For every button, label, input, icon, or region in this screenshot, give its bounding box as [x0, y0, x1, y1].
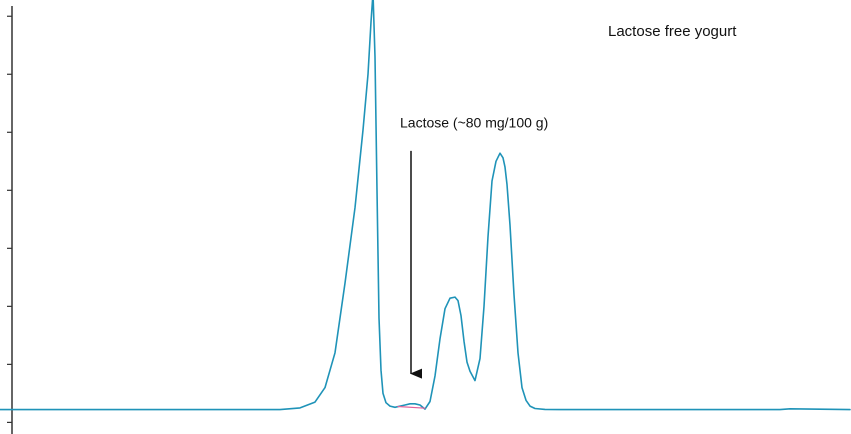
chromatogram-trace [0, 0, 851, 411]
sample-label: Lactose free yogurt [608, 23, 737, 40]
lactose-label: Lactose (~80 mg/100 g) [400, 115, 548, 131]
annotation-group: Lactose free yogurt Lactose (~80 mg/100 g… [400, 23, 737, 379]
y-axis-ticks [7, 15, 12, 423]
y-axis-group [7, 6, 13, 434]
integration-baseline [397, 405, 426, 409]
series-group [0, 0, 851, 411]
